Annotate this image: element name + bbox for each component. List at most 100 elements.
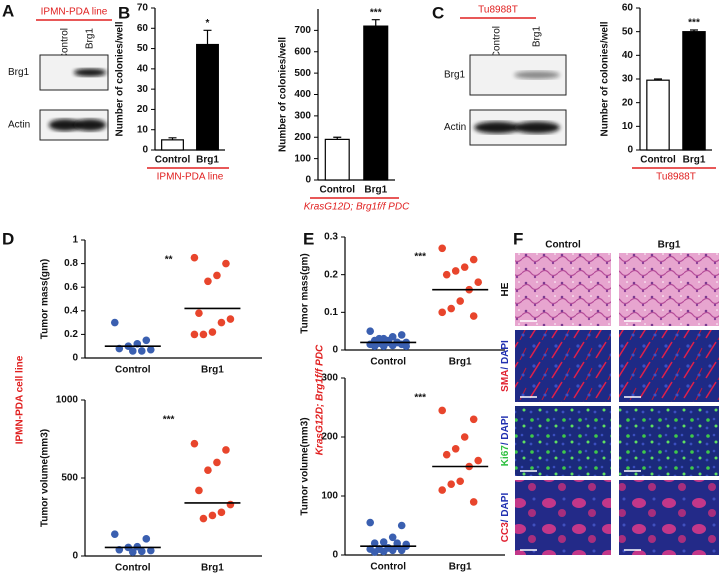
significance: *** bbox=[688, 18, 700, 29]
dot bbox=[195, 486, 203, 495]
panel-label: F bbox=[513, 229, 523, 248]
x-tick-label: Control bbox=[319, 185, 355, 196]
y-tick-label: 600 bbox=[294, 46, 311, 57]
significance: *** bbox=[414, 252, 426, 263]
error-bar bbox=[333, 136, 342, 140]
dot bbox=[195, 309, 203, 317]
counterstain: / DAPI bbox=[500, 493, 511, 523]
x-tick-label: Control bbox=[115, 365, 151, 376]
dot bbox=[438, 486, 447, 494]
significance: *** bbox=[370, 7, 382, 18]
y-tick-label: 0 bbox=[332, 345, 338, 356]
dot bbox=[397, 331, 406, 339]
y-tick-label: 500 bbox=[294, 68, 311, 79]
y-tick-label: 40 bbox=[622, 50, 634, 61]
counterstain: / DAPI bbox=[500, 340, 511, 370]
x-axis-label: IPMN-PDA line bbox=[157, 172, 224, 183]
dot bbox=[469, 498, 478, 506]
column-label: Control bbox=[545, 240, 581, 251]
x-axis-label: Tu8988T bbox=[656, 172, 696, 183]
y-tick-label: 0 bbox=[627, 145, 633, 156]
y-tick-label: 0.1 bbox=[324, 307, 338, 318]
dot bbox=[438, 406, 447, 415]
dot bbox=[402, 342, 411, 351]
bar bbox=[682, 31, 706, 151]
y-tick-label: 200 bbox=[294, 132, 311, 143]
y-tick-label: 300 bbox=[321, 373, 338, 384]
y-tick-label: 40 bbox=[137, 63, 149, 74]
y-tick-label: 0 bbox=[72, 551, 78, 562]
blot-title: Tu8988T bbox=[478, 5, 518, 16]
lane-label: Brg1 bbox=[532, 26, 543, 48]
band bbox=[73, 119, 107, 131]
dot bbox=[375, 334, 384, 343]
x-tick-label: Brg1 bbox=[364, 185, 387, 196]
y-axis-label: Tumor mass(gm) bbox=[40, 259, 51, 339]
bar bbox=[324, 138, 350, 181]
dot bbox=[474, 278, 483, 287]
dot bbox=[442, 450, 451, 459]
error-bar bbox=[690, 29, 698, 32]
y-axis-label: Tumor volume(mm3) bbox=[300, 417, 311, 515]
x-tick-label: Brg1 bbox=[449, 357, 472, 368]
y-tick-label: 50 bbox=[622, 26, 634, 37]
dot bbox=[146, 546, 155, 555]
dot bbox=[137, 347, 146, 355]
y-tick-label: 0.8 bbox=[64, 258, 78, 269]
row-label: Ki67/ DAPI bbox=[500, 415, 511, 466]
dot bbox=[190, 330, 199, 339]
lane-label: Brg1 bbox=[85, 28, 96, 50]
y-tick-label: 1 bbox=[72, 235, 78, 246]
dot bbox=[447, 480, 456, 489]
x-axis-label: KrasG12D; Brg1f/f PDC bbox=[304, 202, 410, 213]
dot bbox=[190, 253, 199, 262]
bar bbox=[196, 43, 219, 151]
stain: CC3 bbox=[500, 522, 511, 542]
y-tick-label: 0.6 bbox=[64, 282, 78, 293]
dot bbox=[366, 518, 375, 527]
micrograph bbox=[515, 253, 611, 326]
dot bbox=[460, 263, 469, 271]
column-label: Brg1 bbox=[658, 240, 681, 251]
error-bar bbox=[203, 29, 212, 45]
y-axis-label: Number of colonies/well bbox=[278, 37, 289, 152]
dot bbox=[217, 318, 226, 327]
significance: *** bbox=[414, 393, 426, 404]
bar bbox=[646, 79, 670, 151]
dot bbox=[222, 259, 230, 268]
y-tick-label: 400 bbox=[294, 89, 311, 100]
dot bbox=[137, 547, 146, 556]
y-tick-label: 20 bbox=[622, 97, 634, 108]
y-tick-label: 0 bbox=[142, 145, 148, 156]
dot bbox=[213, 458, 221, 467]
dot bbox=[199, 514, 208, 523]
panel-label: C bbox=[432, 3, 444, 22]
band bbox=[73, 68, 107, 77]
x-tick-label: Control bbox=[115, 563, 151, 574]
dot bbox=[217, 508, 226, 517]
y-tick-label: 0 bbox=[332, 550, 338, 561]
x-tick-label: Control bbox=[370, 357, 406, 368]
y-tick-label: 700 bbox=[294, 25, 311, 36]
y-tick-label: 300 bbox=[294, 111, 311, 122]
dot bbox=[208, 511, 217, 520]
x-tick-label: Control bbox=[370, 562, 406, 573]
y-tick-label: 500 bbox=[61, 473, 78, 484]
dot bbox=[222, 446, 230, 454]
blot-title: IPMN-PDA line bbox=[41, 7, 108, 18]
x-tick-label: Brg1 bbox=[201, 563, 224, 574]
stain: HE bbox=[500, 282, 511, 296]
row-label: Actin bbox=[8, 120, 30, 131]
panel-label: A bbox=[2, 1, 14, 20]
dot bbox=[142, 336, 151, 345]
dot bbox=[388, 533, 397, 542]
dot bbox=[366, 327, 375, 335]
dot bbox=[128, 347, 137, 355]
x-tick-label: Brg1 bbox=[201, 365, 224, 376]
dot bbox=[226, 315, 235, 323]
dot bbox=[456, 297, 465, 305]
dot bbox=[142, 535, 151, 543]
dot bbox=[460, 433, 469, 441]
dot bbox=[456, 477, 465, 486]
